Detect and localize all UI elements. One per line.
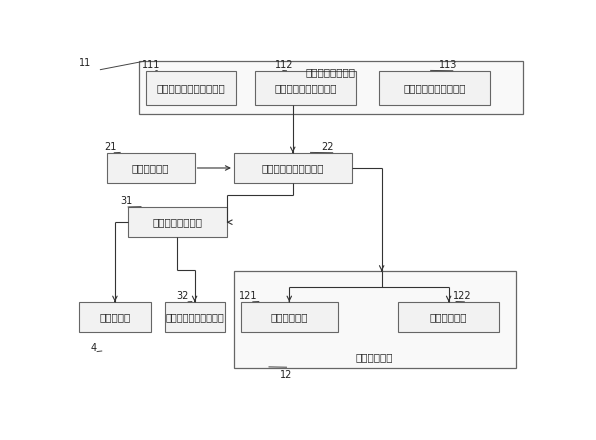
Text: 知识库模块: 知识库模块 xyxy=(100,312,131,322)
Bar xyxy=(107,153,194,183)
Bar xyxy=(254,71,356,105)
Text: 31: 31 xyxy=(120,196,133,206)
Text: 21: 21 xyxy=(104,142,117,152)
Text: 111: 111 xyxy=(141,60,160,70)
Bar xyxy=(146,71,236,105)
Text: 弹窗提醒模块: 弹窗提醒模块 xyxy=(271,312,308,322)
Text: 风机状态实时监测模块: 风机状态实时监测模块 xyxy=(274,83,337,93)
Text: 读取实时数据模块: 读取实时数据模块 xyxy=(306,67,356,77)
Text: 语音报警模块: 语音报警模块 xyxy=(430,312,467,322)
Text: 22: 22 xyxy=(322,142,334,152)
Text: 12: 12 xyxy=(280,370,293,380)
Bar xyxy=(234,271,516,368)
Text: 报警机制模块: 报警机制模块 xyxy=(356,352,393,362)
Bar xyxy=(79,302,151,332)
Text: 常用参数实时值监测模块: 常用参数实时值监测模块 xyxy=(157,83,225,93)
Text: 风机预警实时监测模块: 风机预警实时监测模块 xyxy=(403,83,466,93)
Bar xyxy=(241,302,338,332)
Text: 训练模型模块: 训练模型模块 xyxy=(132,163,169,173)
Text: 预警结果评价模块: 预警结果评价模块 xyxy=(152,217,202,227)
Text: 112: 112 xyxy=(275,60,294,70)
Bar xyxy=(139,61,523,114)
Text: 113: 113 xyxy=(439,60,458,70)
Text: 4: 4 xyxy=(91,343,97,352)
Text: 121: 121 xyxy=(238,291,257,301)
Bar xyxy=(128,207,227,238)
Text: 11: 11 xyxy=(79,58,91,68)
Bar xyxy=(398,302,499,332)
Text: 预警结果历史追踪模块: 预警结果历史追踪模块 xyxy=(165,312,224,322)
Text: 122: 122 xyxy=(453,291,472,301)
Bar xyxy=(379,71,490,105)
Text: 32: 32 xyxy=(176,291,188,301)
Bar xyxy=(234,153,352,183)
Text: 预警模型实时对比模块: 预警模型实时对比模块 xyxy=(262,163,324,173)
Bar xyxy=(164,302,225,332)
